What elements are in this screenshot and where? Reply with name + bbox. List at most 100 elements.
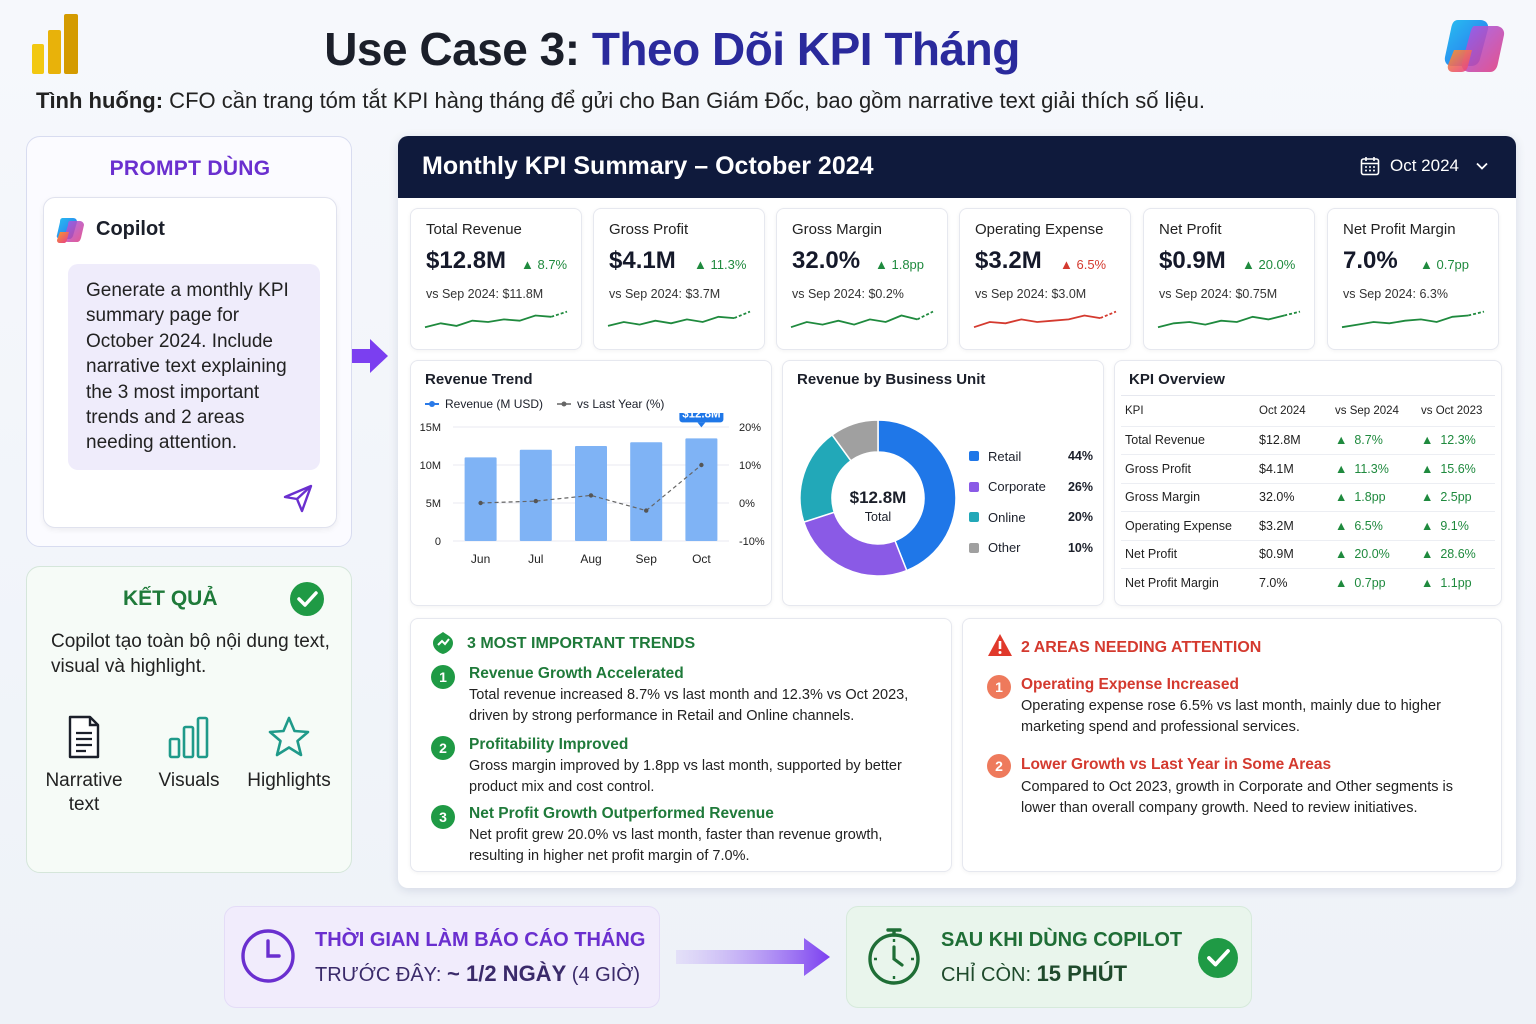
yoy-point: [699, 462, 704, 468]
sparkline-line: [973, 314, 1101, 329]
yoy-point: [478, 500, 483, 506]
x-tick-label: Jun: [471, 552, 490, 566]
send-icon[interactable]: [282, 482, 314, 514]
attention-title: Operating Expense Increased: [1021, 676, 1239, 693]
chart-title: Revenue by Business Unit: [797, 371, 986, 388]
document-icon: [68, 715, 100, 759]
kpi-value: $3.2M: [975, 247, 1042, 274]
callout-box: [679, 413, 724, 423]
legend-label: Corporate: [988, 479, 1046, 495]
table-cell: Total Revenue: [1121, 425, 1255, 455]
sparkline-line: [1341, 314, 1469, 329]
legend-label: Retail: [988, 448, 1022, 464]
prompt-heading: PROMPT DÙNG: [109, 157, 271, 180]
table-cell: ▲ 1.1pp: [1417, 568, 1495, 597]
copilot-chat-card: Copilot Generate a monthly KPI summary p…: [43, 197, 337, 528]
table-cell: 32.0%: [1255, 482, 1331, 512]
kpi-card-total-revenue[interactable]: Total Revenue $12.8M ▲ 8.7% vs Sep 2024:…: [410, 208, 582, 350]
kpi-previous: vs Sep 2024: $11.8M: [426, 287, 544, 301]
table-row: Net Profit Margin 7.0% ▲ 0.7pp ▲ 1.1pp: [1121, 568, 1495, 597]
kpi-card-net-profit[interactable]: Net Profit $0.9M ▲ 20.0% vs Sep 2024: $0…: [1143, 208, 1315, 350]
x-tick-label: Jul: [528, 552, 543, 566]
table-cell: ▲ 20.0%: [1331, 539, 1417, 569]
table-cell: Gross Margin: [1121, 482, 1255, 512]
callout-label: $12.8M: [682, 413, 720, 420]
table-cell: $3.2M: [1255, 511, 1331, 540]
kpi-table-wrap: KPI Oct 2024 vs Sep 2024 vs Oct 2023 Tot…: [1121, 395, 1495, 597]
table-cell: Operating Expense: [1121, 511, 1255, 540]
y-tick-label: 10M: [420, 460, 441, 472]
x-tick-label: Sep: [636, 552, 658, 566]
legend-value: 20%: [1067, 510, 1093, 525]
kpi-sparkline: [973, 310, 1117, 329]
copilot-logo-icon: [1444, 20, 1505, 72]
result-item-label: Highlights: [247, 770, 331, 791]
kpi-value: $12.8M: [426, 247, 507, 274]
after-time-card: SAU KHI DÙNG COPILOT CHỈ CÒN: 15 PHÚT: [846, 906, 1252, 1008]
column-header: vs Oct 2023: [1421, 404, 1483, 417]
legend-yoy-label: vs Last Year (%): [577, 397, 665, 411]
donut-center-value: $12.8M: [849, 488, 907, 507]
result-panel: KẾT QUẢ Copilot tạo toàn bộ nội dung tex…: [26, 566, 352, 873]
kpi-card-gross-margin[interactable]: Gross Margin 32.0% ▲ 1.8pp vs Sep 2024: …: [776, 208, 948, 350]
attention-body: Operating expense rose 6.5% vs last mont…: [1021, 698, 1441, 735]
table-title: KPI Overview: [1129, 371, 1225, 388]
legend-swatch: [969, 451, 979, 462]
revenue-bar: [630, 442, 663, 541]
kpi-previous: vs Sep 2024: $0.75M: [1159, 287, 1278, 301]
trend-leaf-icon: [433, 632, 453, 654]
kpi-card-gross-profit[interactable]: Gross Profit $4.1M ▲ 11.3% vs Sep 2024: …: [593, 208, 765, 350]
kpi-sparkline: [607, 310, 751, 327]
kpi-name: Gross Margin: [792, 221, 883, 238]
x-tick-label: Aug: [580, 552, 601, 566]
donut-center-label: Total: [864, 510, 892, 524]
table-row: Gross Profit $4.1M ▲ 11.3% ▲ 15.6%: [1121, 454, 1495, 483]
column-header: Oct 2024: [1259, 404, 1306, 417]
legend-revenue-swatch: [425, 401, 439, 407]
y2-tick-label: 20%: [739, 422, 761, 434]
kpi-dashboard: Monthly KPI Summary – October 2024 Oct 2…: [398, 136, 1516, 888]
kpi-card-net-profit-margin[interactable]: Net Profit Margin 7.0% ▲ 0.7pp vs Sep 20…: [1327, 208, 1499, 350]
period-selector[interactable]: Oct 2024: [1360, 156, 1489, 176]
legend-swatch: [969, 481, 979, 492]
table-cell: $12.8M: [1255, 425, 1331, 455]
revenue-bar: [464, 457, 497, 541]
kpi-delta: ▲ 6.5%: [1060, 257, 1107, 272]
sparkline-projection: [550, 310, 568, 318]
kpi-card-operating-expense[interactable]: Operating Expense $3.2M ▲ 6.5% vs Sep 20…: [959, 208, 1131, 350]
period-label: Oct 2024: [1390, 156, 1459, 175]
before-time-card: THỜI GIAN LÀM BÁO CÁO THÁNG TRƯỚC ĐÂY: ~…: [224, 906, 660, 1008]
kpi-delta: ▲ 1.8pp: [875, 257, 925, 272]
kpi-name: Net Profit Margin: [1343, 221, 1456, 238]
table-cell: ▲ 1.8pp: [1331, 482, 1417, 512]
table-cell: ▲ 12.3%: [1417, 425, 1495, 455]
legend-value: 44%: [1067, 449, 1093, 464]
check-circle-icon: [1198, 938, 1238, 978]
table-cell: ▲ 6.5%: [1331, 511, 1417, 540]
donut-legend: Retail 44% Corporate 26% Online 20% Other 10%: [969, 441, 1093, 563]
after-title: SAU KHI DÙNG COPILOT: [941, 929, 1183, 951]
kpi-overview-panel: KPI Overview KPI Oct 2024 vs Sep 2024 vs…: [1114, 360, 1502, 606]
chart-title: Revenue Trend: [425, 371, 533, 388]
kpi-value: 7.0%: [1343, 247, 1398, 274]
kpi-sparkline: [424, 310, 568, 329]
trend-number: 1: [431, 665, 455, 689]
yoy-point: [644, 508, 649, 513]
result-item-label: Visuals: [158, 770, 220, 791]
arrow-right-icon: [352, 339, 388, 373]
sparkline-projection: [916, 310, 934, 321]
page-title: Use Case 3: Theo Dõi KPI Tháng: [324, 23, 1020, 75]
kpi-delta: ▲ 11.3%: [694, 257, 747, 272]
sparkline-projection: [1284, 310, 1301, 317]
kpi-previous: vs Sep 2024: $0.2%: [792, 287, 904, 301]
chevron-down-icon: [1476, 162, 1488, 170]
kpi-sparkline: [1157, 310, 1301, 329]
table-cell: Net Profit: [1121, 539, 1255, 569]
prompt-message: Generate a monthly KPI summary page for …: [68, 264, 320, 470]
y2-tick-label: 10%: [739, 460, 761, 472]
table-cell: ▲ 28.6%: [1417, 539, 1495, 569]
result-item-label: Narrative text: [45, 770, 123, 815]
table-row: Gross Margin 32.0% ▲ 1.8pp ▲ 2.5pp: [1121, 482, 1495, 512]
trend-title: Revenue Growth Accelerated: [469, 665, 684, 682]
callout-pointer: [697, 422, 706, 428]
